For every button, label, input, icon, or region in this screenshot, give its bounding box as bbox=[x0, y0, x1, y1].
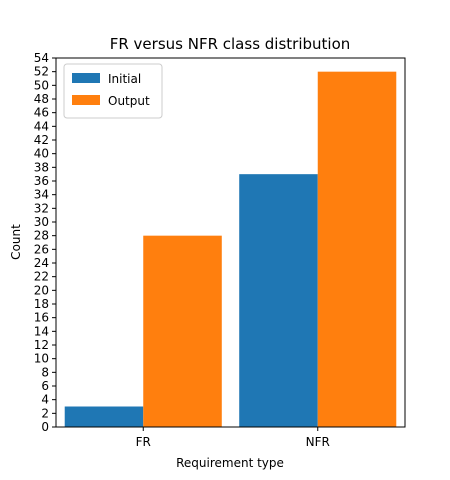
x-tick-label: NFR bbox=[306, 435, 330, 449]
y-tick-label: 24 bbox=[34, 256, 49, 270]
y-tick-label: 32 bbox=[34, 201, 49, 215]
legend-label-output: Output bbox=[108, 94, 150, 108]
y-tick-label: 14 bbox=[34, 324, 49, 338]
y-tick-label: 46 bbox=[34, 106, 49, 120]
x-axis-label: Requirement type bbox=[176, 456, 284, 470]
bar-initial-fr bbox=[64, 406, 144, 427]
y-tick-label: 28 bbox=[34, 229, 49, 243]
y-tick-label: 54 bbox=[34, 51, 49, 65]
plot-area: 0246810121416182022242628303234363840424… bbox=[34, 51, 406, 449]
y-tick-label: 10 bbox=[34, 352, 49, 366]
y-tick-label: 40 bbox=[34, 147, 49, 161]
y-tick-label: 30 bbox=[34, 215, 49, 229]
y-tick-label: 22 bbox=[34, 270, 49, 284]
y-tick-label: 38 bbox=[34, 160, 49, 174]
y-tick-label: 36 bbox=[34, 174, 49, 188]
y-tick-label: 2 bbox=[41, 406, 49, 420]
y-tick-label: 0 bbox=[41, 420, 49, 434]
legend-swatch-initial bbox=[72, 73, 100, 83]
legend: Initial Output bbox=[63, 63, 163, 119]
y-tick-label: 20 bbox=[34, 283, 49, 297]
x-tick-label: FR bbox=[136, 435, 151, 449]
y-tick-label: 4 bbox=[41, 393, 49, 407]
bar-output-nfr bbox=[317, 71, 397, 428]
legend-label-initial: Initial bbox=[108, 72, 141, 86]
y-tick-label: 52 bbox=[34, 65, 49, 79]
y-tick-label: 42 bbox=[34, 133, 49, 147]
y-tick-label: 44 bbox=[34, 119, 49, 133]
y-tick-label: 50 bbox=[34, 78, 49, 92]
plot-frame bbox=[55, 57, 406, 428]
chart-title: FR versus NFR class distribution bbox=[110, 35, 351, 53]
y-tick-label: 34 bbox=[34, 188, 49, 202]
y-tick-label: 6 bbox=[41, 379, 49, 393]
y-tick-label: 26 bbox=[34, 242, 49, 256]
y-tick-label: 16 bbox=[34, 311, 49, 325]
y-tick-label: 12 bbox=[34, 338, 49, 352]
y-axis-label: Count bbox=[9, 224, 23, 260]
y-tick-label: 48 bbox=[34, 92, 49, 106]
bar-initial-nfr bbox=[239, 174, 318, 427]
legend-swatch-output bbox=[72, 95, 100, 105]
y-tick-label: 8 bbox=[41, 365, 49, 379]
bar-output-fr bbox=[143, 235, 222, 427]
y-tick-label: 18 bbox=[34, 297, 49, 311]
